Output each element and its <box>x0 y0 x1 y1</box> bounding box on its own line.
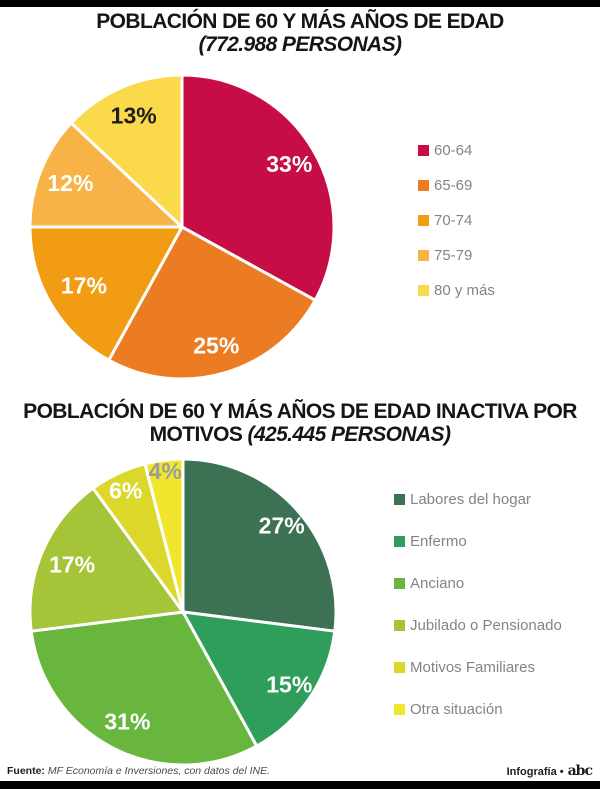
legend-swatch-icon <box>418 214 429 226</box>
chart2-title-line2-plain: MOTIVOS <box>149 423 243 446</box>
pie-slice <box>180 73 336 302</box>
legend-swatch-icon <box>394 493 405 505</box>
legend-swatch-icon <box>394 619 405 631</box>
legend-item: Otra situación <box>394 698 562 720</box>
legend-swatch-icon <box>394 703 405 715</box>
slice-label: 13% <box>111 103 157 129</box>
legend-item: 70-74 <box>418 209 495 231</box>
legend-swatch-icon <box>418 144 429 156</box>
legend-label: 60-64 <box>434 141 473 159</box>
chart1-title-text: POBLACIÓN DE 60 Y MÁS AÑOS DE EDAD <box>96 10 504 33</box>
legend-label: Labores del hogar <box>410 490 531 508</box>
legend-item: Motivos Familiares <box>394 656 562 678</box>
pie-chart-inactive-by-reason: 27% 15% 31% 17% 6% 4% <box>28 457 338 767</box>
legend-item: 80 y más <box>418 279 495 301</box>
pie-slice <box>181 610 337 748</box>
pie-slice <box>143 457 185 614</box>
legend-item: Anciano <box>394 572 562 594</box>
legend-swatch-icon <box>418 249 429 261</box>
chart1-title: POBLACIÓN DE 60 Y MÁS AÑOS DE EDAD (772.… <box>0 10 600 56</box>
source-label: Fuente: <box>7 765 45 777</box>
pie-slice <box>28 121 184 229</box>
pie-slice <box>29 610 259 767</box>
chart1-subtitle-text: (772.988 PERSONAS) <box>198 33 402 56</box>
legend-swatch-icon <box>418 179 429 191</box>
top-bar <box>0 0 600 7</box>
legend-item: Jubilado o Pensionado <box>394 614 562 636</box>
slice-label: 4% <box>149 458 182 484</box>
credit-label: Infografía • <box>506 766 564 778</box>
chart2-title: POBLACIÓN DE 60 Y MÁS AÑOS DE EDAD INACT… <box>0 400 600 446</box>
legend-label: Enfermo <box>410 532 467 550</box>
slice-label: 17% <box>49 551 95 577</box>
source-text: MF Economía e Inversiones, con datos del… <box>47 765 271 777</box>
legend-label: Anciano <box>410 574 465 592</box>
slice-label: 33% <box>266 151 312 177</box>
chart2-subtitle-text: (425.445 PERSONAS) <box>247 423 451 446</box>
legend-label: Otra situación <box>410 700 503 718</box>
legend-swatch-icon <box>394 535 405 547</box>
chart2-title-line2: MOTIVOS (425.445 PERSONAS) <box>0 423 600 446</box>
abc-logo: abc <box>567 763 593 779</box>
pie-slice <box>107 225 317 381</box>
slice-label: 17% <box>61 272 107 298</box>
slice-label: 12% <box>47 170 93 196</box>
pie-slice <box>28 486 185 633</box>
legend-item: Enfermo <box>394 530 562 552</box>
chart2-legend: Labores del hogar Enfermo Anciano Jubila… <box>394 488 562 740</box>
bottom-bar <box>0 781 600 789</box>
pie-slice <box>69 73 184 229</box>
legend-item: 60-64 <box>418 139 495 161</box>
chart2-title-line1: POBLACIÓN DE 60 Y MÁS AÑOS DE EDAD INACT… <box>23 400 577 423</box>
chart1-legend: 60-64 65-69 70-74 75-79 80 y más <box>418 139 495 314</box>
legend-label: 80 y más <box>434 281 495 299</box>
legend-item: 65-69 <box>418 174 495 196</box>
legend-label: 65-69 <box>434 176 473 194</box>
legend-item: 75-79 <box>418 244 495 266</box>
legend-swatch-icon <box>418 284 429 296</box>
slice-label: 27% <box>259 512 305 538</box>
legend-swatch-icon <box>394 577 405 589</box>
credit: Infografía • abc <box>506 763 593 779</box>
slice-label: 25% <box>193 332 239 358</box>
pie-slice <box>181 457 338 633</box>
legend-swatch-icon <box>394 661 405 673</box>
legend-label: Jubilado o Pensionado <box>410 616 562 634</box>
legend-item: Labores del hogar <box>394 488 562 510</box>
source-note: Fuente: MF Economía e Inversiones, con d… <box>7 765 270 777</box>
slice-label: 15% <box>266 671 312 697</box>
legend-label: Motivos Familiares <box>410 658 536 676</box>
legend-label: 75-79 <box>434 246 473 264</box>
slice-label: 31% <box>104 708 150 734</box>
legend-label: 70-74 <box>434 211 473 229</box>
pie-chart-population-by-age: 33% 25% 17% 12% 13% <box>28 73 336 381</box>
slice-label: 6% <box>109 477 142 503</box>
pie-slice <box>28 225 184 362</box>
